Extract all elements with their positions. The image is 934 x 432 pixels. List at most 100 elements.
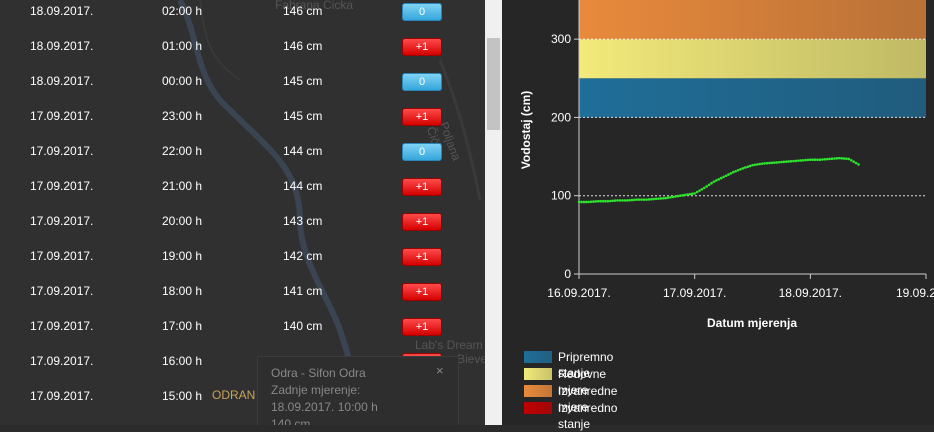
data-point <box>801 158 805 162</box>
data-point <box>642 198 646 201</box>
row-time: 23:00 h <box>162 109 203 123</box>
data-point <box>840 157 843 160</box>
data-point <box>825 157 829 161</box>
row-time: 19:00 h <box>162 249 203 263</box>
data-point <box>772 161 776 164</box>
row-time: 02:00 h <box>162 4 203 18</box>
data-point <box>854 161 858 165</box>
data-point <box>809 158 812 162</box>
data-point <box>683 193 687 197</box>
data-point <box>611 199 615 203</box>
data-point <box>765 161 769 165</box>
table-row: 18.09.2017. 01:00 h 146 cm +1 <box>0 29 485 64</box>
data-point <box>647 198 651 201</box>
x-tick-label: 18.09.2017. <box>779 286 842 300</box>
popup-time: 18.09.2017. 10:00 h <box>271 400 378 414</box>
data-point <box>821 158 824 161</box>
data-point <box>792 159 795 163</box>
data-point <box>659 197 663 200</box>
data-point <box>753 163 757 167</box>
data-point <box>604 199 607 203</box>
data-point <box>756 163 759 166</box>
data-point <box>705 185 709 188</box>
row-date: 18.09.2017. <box>30 74 94 88</box>
data-point <box>587 200 590 204</box>
data-point <box>703 186 706 190</box>
data-point <box>693 192 696 195</box>
data-point <box>796 159 800 162</box>
table-row: 17.09.2017. 22:00 h 144 cm 0 <box>0 134 485 169</box>
row-level: 144 cm <box>283 144 323 158</box>
table-row: 17.09.2017. 18:00 h 141 cm +1 <box>0 274 485 309</box>
change-badge: 0 <box>402 3 442 21</box>
close-icon[interactable]: × <box>436 363 444 378</box>
data-point <box>833 157 836 160</box>
data-point <box>628 198 631 202</box>
y-tick-label: 200 <box>551 110 571 124</box>
data-point <box>813 158 817 162</box>
data-point <box>837 156 841 160</box>
data-point <box>686 193 689 196</box>
data-point <box>741 167 745 170</box>
data-point <box>729 172 733 175</box>
data-point <box>782 160 786 164</box>
data-point <box>743 166 747 169</box>
data-point <box>712 180 716 183</box>
legend-swatch <box>524 351 552 363</box>
row-level: 141 cm <box>283 284 323 298</box>
data-point <box>857 163 860 166</box>
scrollbar-thumb[interactable] <box>487 38 500 130</box>
change-badge: 0 <box>402 73 442 91</box>
data-point <box>580 200 583 204</box>
row-date: 17.09.2017. <box>30 249 94 263</box>
table-row: 17.09.2017. 21:00 h 144 cm +1 <box>0 169 485 204</box>
change-badge: +1 <box>402 38 442 56</box>
y-tick-label: 300 <box>551 32 571 46</box>
data-point <box>669 195 672 199</box>
data-point <box>775 161 778 164</box>
data-point <box>816 158 819 162</box>
data-point <box>690 192 694 196</box>
row-time: 16:00 h <box>162 354 203 368</box>
data-point <box>789 159 793 163</box>
table-row: 17.09.2017. 23:00 h 145 cm +1 <box>0 99 485 134</box>
data-point <box>616 199 619 202</box>
data-point <box>589 200 593 204</box>
data-point <box>828 157 831 161</box>
x-tick-label: 16.09.2017. <box>547 286 610 300</box>
row-date: 17.09.2017. <box>30 354 94 368</box>
popup-value: 140 cm <box>271 417 311 425</box>
x-tick-label: 19.09.2017 <box>896 286 934 300</box>
popup-title: Odra - Sifon Odra <box>271 366 366 380</box>
x-tick-label: 17.09.2017. <box>663 286 726 300</box>
chart-panel: 0 100 200 300 16.09.2017. 17.09.2017. 18.09.20… <box>502 0 934 431</box>
row-date: 17.09.2017. <box>30 284 94 298</box>
data-point <box>770 161 774 165</box>
threshold-band <box>579 78 926 118</box>
data-point <box>662 196 665 200</box>
data-point <box>823 158 827 161</box>
data-point <box>698 189 701 192</box>
change-badge: +1 <box>402 213 442 231</box>
data-point <box>621 199 624 202</box>
data-point <box>719 176 723 180</box>
y-axis-label: Vodostaj (cm) <box>519 91 533 169</box>
data-point <box>799 159 802 162</box>
threshold-band <box>579 39 926 79</box>
row-time: 18:00 h <box>162 284 203 298</box>
data-point <box>601 199 605 203</box>
data-point <box>630 198 634 202</box>
row-level: 143 cm <box>283 214 323 228</box>
row-date: 18.09.2017. <box>30 4 94 18</box>
data-point <box>676 194 680 198</box>
data-point <box>657 197 660 200</box>
data-point <box>835 157 839 160</box>
data-point <box>784 160 788 163</box>
row-date: 17.09.2017. <box>30 109 94 123</box>
data-point <box>811 158 815 162</box>
data-point <box>722 175 725 179</box>
data-point <box>760 162 764 165</box>
row-date: 17.09.2017. <box>30 179 94 193</box>
data-point <box>794 159 798 163</box>
data-point <box>594 200 598 203</box>
